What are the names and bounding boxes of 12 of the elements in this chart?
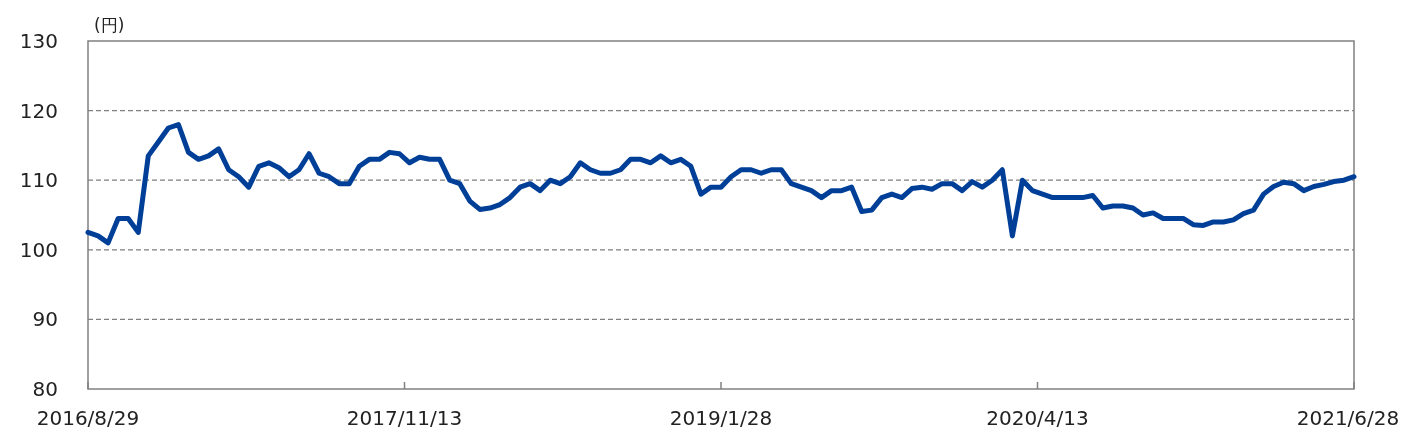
x-tick-label: 2021/6/28 — [1296, 406, 1400, 430]
x-tick-label: 2017/11/13 — [346, 406, 463, 430]
y-tick-label: 90 — [32, 307, 58, 332]
y-axis-title: (円) — [94, 15, 125, 35]
y-tick-label: 80 — [32, 377, 58, 401]
y-tick-label: 100 — [19, 237, 58, 262]
y-tick-label: 110 — [19, 168, 58, 193]
x-tick-label: 2016/8/29 — [36, 406, 140, 430]
x-tick-label: 2020/4/13 — [986, 406, 1089, 430]
y-tick-label: 120 — [19, 98, 58, 123]
x-tick-label: 2019/1/28 — [669, 406, 773, 430]
y-tick-label: 130 — [19, 29, 58, 53]
